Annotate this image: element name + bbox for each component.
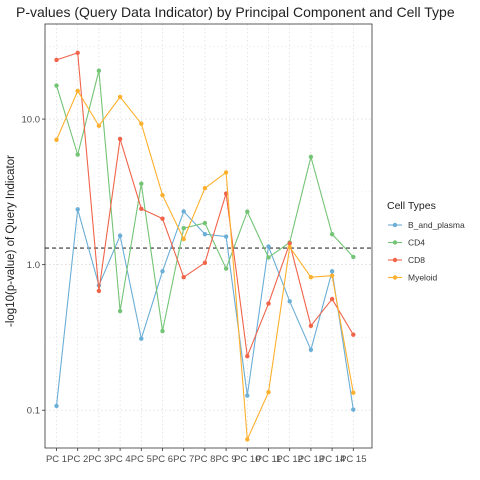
x-tick-label: PC 14 xyxy=(319,454,345,465)
data-point xyxy=(181,274,186,280)
x-tick-label: PC 11 xyxy=(256,454,282,465)
legend-key-point xyxy=(392,257,398,263)
legend-title: Cell Types xyxy=(387,200,436,212)
y-axis-title: -log10(p-value) of Query Indicator xyxy=(5,155,17,327)
data-point xyxy=(287,299,292,304)
x-tick-label: PC 13 xyxy=(298,454,324,465)
data-point xyxy=(181,225,186,231)
plot-panel-border xyxy=(44,23,373,449)
data-point xyxy=(54,403,59,409)
data-point xyxy=(266,244,271,249)
x-tick-label: PC 7 xyxy=(173,454,194,465)
data-point xyxy=(75,207,80,212)
x-tick-label: PC 1 xyxy=(46,454,67,465)
legend-label: CD8 xyxy=(408,255,425,265)
data-point xyxy=(245,209,250,214)
data-point xyxy=(287,244,292,250)
data-point xyxy=(139,181,144,186)
data-point xyxy=(96,123,102,128)
data-point xyxy=(181,236,186,242)
data-point xyxy=(54,57,59,63)
plot-area: 0.11.010.0PC 1 PC 2 PC 3 PC 4 PC 5 PC 6 PC 7 PC… xyxy=(22,23,373,465)
data-point xyxy=(54,83,59,88)
x-tick-label: PC 2 xyxy=(67,454,88,465)
data-point xyxy=(202,231,208,237)
chart-title: P-values (Query Data Indicator) by Princ… xyxy=(16,4,455,20)
data-point xyxy=(75,88,80,94)
data-point xyxy=(223,266,229,271)
legend-label: B_and_plasma xyxy=(408,220,465,230)
legend-label: CD4 xyxy=(408,238,425,248)
x-tick-label: PC 8 xyxy=(194,454,215,465)
data-point xyxy=(266,301,271,306)
data-point xyxy=(351,407,356,412)
legend-key-point xyxy=(392,275,398,280)
x-tick-label: PC 15 xyxy=(340,454,366,465)
data-point xyxy=(181,209,186,214)
legend-key-point xyxy=(392,240,398,245)
data-point xyxy=(266,255,271,260)
data-point xyxy=(245,393,250,398)
y-tick-label: 10.0 xyxy=(22,114,41,125)
data-point xyxy=(202,186,208,191)
data-point xyxy=(351,254,356,260)
data-point xyxy=(117,233,123,238)
data-point xyxy=(223,234,229,239)
data-point xyxy=(329,296,335,302)
data-point xyxy=(117,94,123,100)
data-point xyxy=(329,273,335,278)
x-tick-label: PC 3 xyxy=(88,454,109,465)
data-point xyxy=(75,152,80,157)
legend: Cell Types B_and_plasma CD4 CD8 Myeloid xyxy=(387,200,465,283)
data-point xyxy=(96,288,102,294)
data-point xyxy=(139,336,144,341)
data-point xyxy=(160,328,165,334)
data-point xyxy=(329,269,335,274)
data-point xyxy=(308,274,314,280)
data-point xyxy=(139,121,144,126)
legend-label: Myeloid xyxy=(408,273,438,283)
data-point xyxy=(139,206,144,211)
data-point xyxy=(202,220,208,226)
data-point xyxy=(75,50,80,56)
y-tick-label: 1.0 xyxy=(27,260,40,271)
data-point xyxy=(117,136,123,142)
data-point xyxy=(351,390,356,395)
data-point xyxy=(160,216,165,221)
y-tick-label: 0.1 xyxy=(27,405,40,416)
data-point xyxy=(308,347,314,353)
data-point xyxy=(245,353,250,359)
data-point xyxy=(351,332,356,337)
x-tick-label: PC 9 xyxy=(216,454,237,465)
data-point xyxy=(202,260,208,265)
data-point xyxy=(223,170,229,175)
data-point xyxy=(308,323,314,329)
plot-panel-background xyxy=(45,24,372,448)
data-point xyxy=(117,308,123,314)
legend-key-point xyxy=(392,222,398,228)
x-tick-label: PC 4 xyxy=(110,454,131,465)
data-point xyxy=(329,231,335,237)
data-point xyxy=(160,269,165,274)
data-point xyxy=(266,389,271,395)
data-point xyxy=(96,68,102,73)
data-point xyxy=(245,437,250,442)
x-tick-label: PC 6 xyxy=(152,454,173,465)
x-tick-label: PC 12 xyxy=(276,454,302,465)
data-point xyxy=(54,137,59,143)
x-tick-label: PC 10 xyxy=(234,454,260,465)
x-tick-label: PC 5 xyxy=(131,454,152,465)
data-point xyxy=(308,154,314,160)
data-point xyxy=(160,192,165,198)
data-point xyxy=(287,241,292,246)
